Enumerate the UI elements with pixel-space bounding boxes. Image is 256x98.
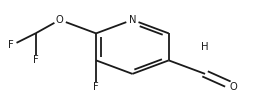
Text: F: F: [33, 55, 38, 65]
Text: H: H: [201, 42, 209, 52]
Text: F: F: [93, 82, 99, 92]
Text: N: N: [129, 15, 136, 25]
Text: O: O: [230, 82, 238, 92]
Text: O: O: [56, 15, 63, 25]
Text: F: F: [8, 40, 14, 50]
